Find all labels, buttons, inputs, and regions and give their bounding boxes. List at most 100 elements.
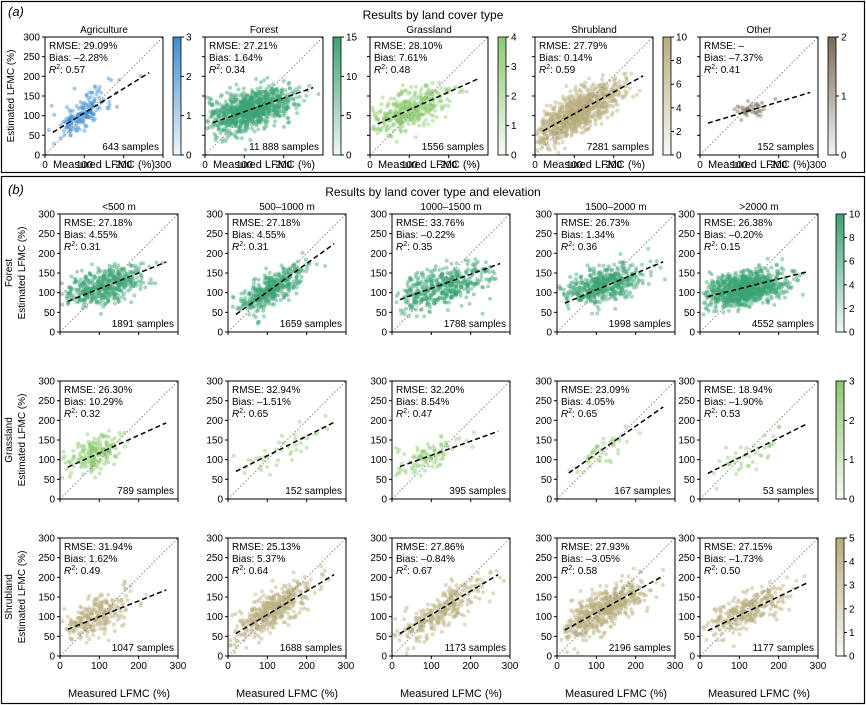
samples-label: 11 888 samples	[249, 142, 319, 153]
scatter-point	[86, 115, 91, 120]
scatter-point	[298, 267, 303, 272]
scatter-point	[250, 111, 255, 115]
scatter-point	[593, 118, 598, 123]
scatter-point	[97, 85, 102, 89]
scatter-point	[375, 126, 380, 131]
scatter-point	[294, 95, 299, 100]
scatter-point	[400, 83, 405, 88]
scatter-point	[415, 287, 420, 292]
scatter-point	[266, 115, 270, 120]
y-tick-label: 150	[535, 269, 552, 280]
scatter-point	[444, 258, 449, 263]
scatter-point	[223, 114, 228, 119]
scatter-point	[552, 143, 557, 148]
bias-label: Bias: 4.55%	[64, 230, 117, 241]
scatter-point	[443, 86, 448, 91]
scatter-point	[394, 99, 399, 104]
scatter-point	[271, 295, 276, 300]
scatter-point	[85, 112, 90, 116]
y-tick-label: 200	[206, 249, 223, 260]
scatter-point	[583, 84, 588, 89]
x-tick-label: 0	[367, 160, 373, 171]
subplot-title: Grassland	[406, 25, 452, 36]
scatter-point	[439, 107, 444, 112]
panel-a-label: (a)	[8, 4, 24, 19]
scatter-point	[271, 103, 276, 108]
colorbar-tick-label: 0	[346, 151, 352, 162]
scatter-point	[80, 119, 85, 123]
scatter-point	[64, 117, 69, 121]
scatter-point	[225, 90, 230, 95]
samples-label: 643 samples	[102, 142, 159, 153]
scatter-point	[72, 86, 77, 91]
scatter-point	[80, 106, 85, 111]
scatter-point	[244, 102, 249, 107]
scatter-point	[233, 104, 238, 108]
scatter-point	[86, 115, 91, 119]
scatter-point	[86, 102, 91, 107]
scatter-point	[399, 125, 403, 130]
scatter-point	[551, 120, 556, 125]
scatter-point	[90, 111, 95, 116]
column-header: 500–1000 m	[259, 202, 315, 213]
scatter-point	[255, 98, 260, 103]
scatter-point	[240, 92, 244, 97]
scatter-point	[378, 108, 383, 113]
scatter-point	[746, 99, 750, 104]
scatter-point	[586, 281, 591, 286]
scatter-point	[224, 113, 229, 117]
y-tick-label: 100	[370, 288, 387, 299]
scatter-point	[78, 120, 83, 125]
scatter-point	[270, 96, 275, 101]
scatter-point	[285, 115, 290, 120]
scatter-point	[60, 292, 65, 296]
x-tick-label: 300	[155, 160, 172, 171]
scatter-point	[62, 119, 67, 124]
scatter-point	[283, 109, 288, 114]
scatter-point	[420, 286, 425, 291]
x-tick-label: 0	[697, 160, 703, 171]
scatter-point	[264, 86, 269, 91]
scatter-point	[434, 277, 439, 282]
scatter-point	[256, 107, 261, 112]
scatter-point	[276, 289, 281, 293]
scatter-point	[268, 103, 273, 108]
scatter-point	[247, 103, 252, 108]
scatter-point	[437, 268, 442, 272]
scatter-point	[261, 101, 266, 106]
scatter-point	[240, 109, 245, 114]
scatter-point	[105, 105, 110, 110]
scatter-point	[639, 272, 643, 277]
scatter-point	[375, 131, 380, 136]
scatter-point	[274, 93, 279, 98]
scatter-point	[247, 115, 252, 120]
scatter-point	[615, 284, 620, 289]
scatter-point	[210, 111, 215, 116]
scatter-point	[578, 298, 582, 303]
y-tick-label: 50	[541, 308, 553, 319]
scatter-point	[92, 96, 97, 101]
scatter-point	[609, 294, 614, 299]
scatter-point	[76, 113, 81, 118]
y-tick-label: 300	[370, 210, 387, 221]
scatter-point	[382, 111, 387, 116]
scatter-point	[480, 311, 485, 316]
scatter-point	[549, 132, 554, 137]
scatter-point	[560, 140, 565, 145]
scatter-point	[783, 295, 787, 300]
scatter-point	[576, 104, 581, 109]
scatter-point	[409, 96, 414, 101]
scatter-point	[230, 95, 235, 100]
scatter-point	[128, 271, 133, 276]
scatter-point	[537, 127, 541, 132]
scatter-point	[596, 272, 601, 277]
panel-a-xlabel: Measured LFMC (%)	[53, 159, 155, 171]
scatter-point	[245, 103, 250, 108]
scatter-point	[79, 119, 84, 124]
scatter-point	[234, 82, 239, 87]
scatter-point	[285, 101, 290, 106]
scatter-point	[230, 99, 235, 104]
scatter-point	[277, 273, 282, 278]
scatter-point	[392, 96, 397, 101]
scatter-point	[287, 120, 292, 125]
